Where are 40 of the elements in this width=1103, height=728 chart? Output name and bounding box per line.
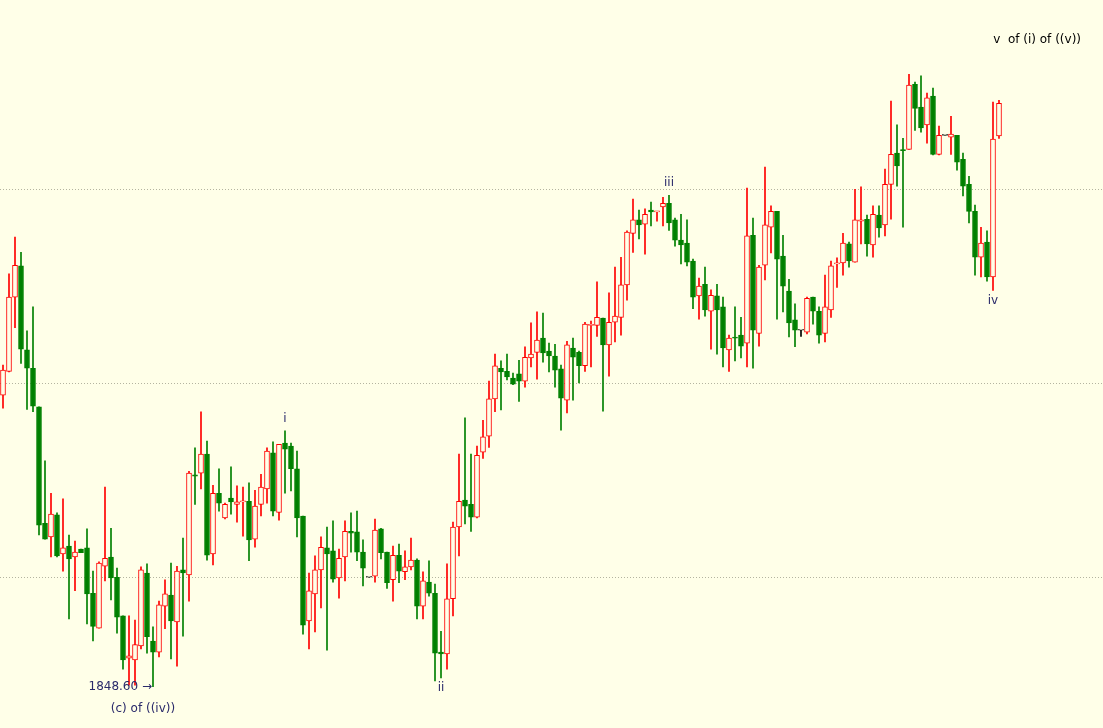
candlestick (408, 537, 414, 571)
candlestick (834, 257, 840, 288)
candlestick (636, 209, 642, 240)
candlestick (102, 486, 108, 582)
candlestick (192, 447, 198, 505)
candlestick (798, 328, 804, 337)
candlestick (858, 186, 864, 245)
candlestick (534, 311, 540, 380)
candlestick (570, 337, 576, 401)
candlestick (594, 281, 600, 337)
candlestick (504, 353, 510, 381)
text: (c) of ((iv)) (110, 701, 176, 716)
candlestick (642, 208, 648, 255)
candlestick (42, 460, 48, 540)
candlestick (546, 342, 552, 373)
candlestick (234, 485, 240, 523)
candlestick (654, 210, 660, 222)
annotation: 1848.60 → (88, 679, 152, 694)
annotation: iv (987, 292, 999, 307)
candlestick (199, 411, 203, 490)
candlestick (24, 330, 30, 410)
candlestick (894, 124, 900, 187)
candlestick (240, 486, 246, 537)
candlestick (216, 468, 222, 512)
annotation: i (283, 410, 287, 425)
candlestick (697, 277, 701, 320)
candlestick (402, 550, 408, 581)
candlestick (348, 512, 354, 553)
annotation: iii (663, 175, 675, 190)
candlestick (714, 283, 720, 355)
candlestick (516, 359, 522, 402)
candlestick (72, 540, 78, 592)
annotation: ii (437, 679, 445, 694)
candlestick (732, 306, 738, 362)
candlestick (150, 626, 156, 687)
candlestick (612, 266, 618, 343)
text: v of (i) of ((v)) (993, 32, 1081, 47)
candlestick (678, 214, 684, 265)
candlestick (468, 453, 474, 532)
candlestick (66, 534, 72, 620)
